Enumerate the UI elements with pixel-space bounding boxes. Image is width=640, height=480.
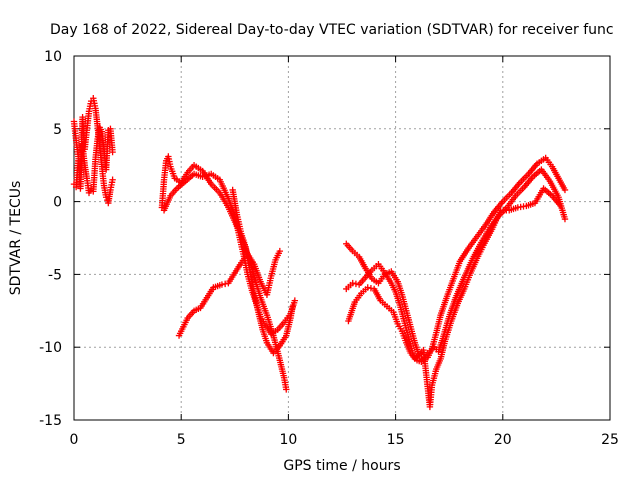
y-tick-label: -10 <box>39 340 62 356</box>
y-tick-label: 5 <box>53 122 62 138</box>
data-point <box>367 285 375 292</box>
data-point <box>349 279 356 287</box>
y-tick-label: -5 <box>48 267 62 283</box>
x-tick-label: 15 <box>387 432 405 448</box>
x-tick-label: 0 <box>70 432 79 448</box>
grid <box>74 56 610 420</box>
data-point <box>557 202 564 210</box>
axis-ticks: 0 5 10 15 20 25 -15 -10 -5 0 5 10 <box>39 49 619 448</box>
data-point <box>283 386 290 393</box>
y-tick-label: -15 <box>39 413 62 429</box>
data-point <box>291 297 299 304</box>
y-tick-label: 0 <box>53 195 62 211</box>
data-point <box>276 247 284 255</box>
data-point <box>561 186 569 194</box>
data-point <box>561 215 569 223</box>
x-tick-label: 5 <box>177 432 186 448</box>
x-tick-label: 20 <box>494 432 512 448</box>
x-tick-label: 25 <box>601 432 619 448</box>
x-axis-label: GPS time / hours <box>283 458 400 474</box>
data-point <box>352 280 360 288</box>
data-point <box>109 176 116 183</box>
plot-frame <box>73 55 611 421</box>
data-point <box>221 280 229 288</box>
data-point <box>109 148 116 156</box>
x-tick-label: 10 <box>279 432 297 448</box>
y-tick-label: 10 <box>44 49 62 65</box>
y-axis-label: SDTVAR / TECUs <box>8 181 24 296</box>
data-point <box>364 284 371 291</box>
data-points <box>70 95 569 411</box>
data-point <box>289 303 296 310</box>
chart-title: Day 168 of 2022, Sidereal Day-to-day VTE… <box>50 22 614 38</box>
data-point <box>218 281 226 288</box>
data-point <box>102 194 110 201</box>
